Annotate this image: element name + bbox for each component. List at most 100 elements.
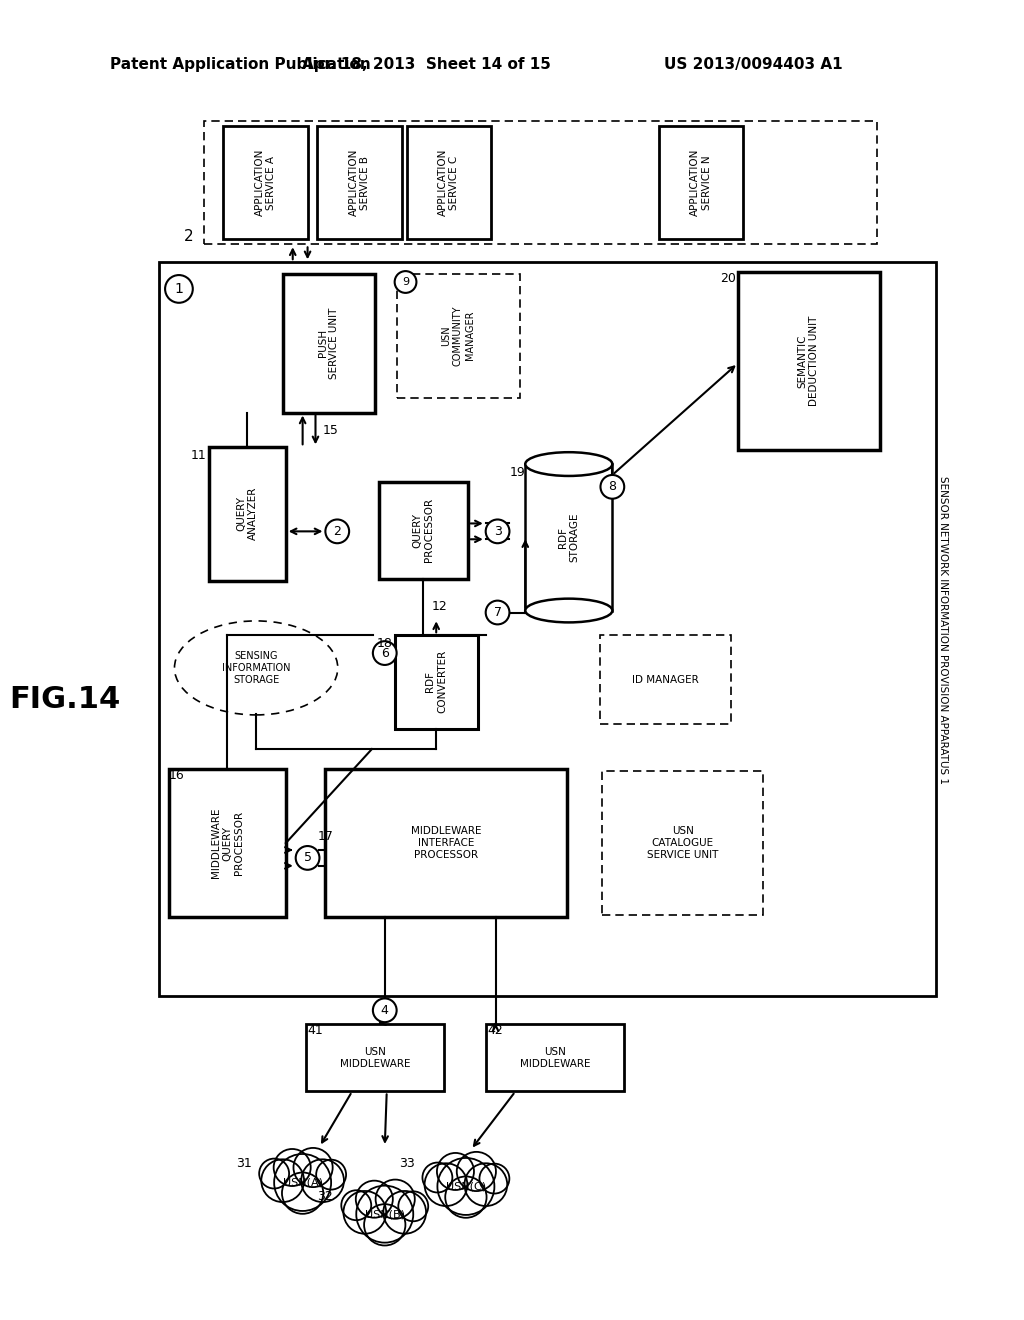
Text: QUERY
PROCESSOR: QUERY PROCESSOR <box>413 499 434 562</box>
Text: 2: 2 <box>184 228 194 244</box>
Text: USN(A): USN(A) <box>283 1177 323 1188</box>
Circle shape <box>423 1163 453 1192</box>
Text: USN(B): USN(B) <box>365 1209 404 1220</box>
Circle shape <box>465 1163 507 1206</box>
Circle shape <box>259 1159 289 1188</box>
Text: RDF
STORAGE: RDF STORAGE <box>558 512 580 562</box>
Text: PUSH
SERVICE UNIT: PUSH SERVICE UNIT <box>317 308 339 379</box>
Text: Patent Application Publication: Patent Application Publication <box>110 57 371 71</box>
Bar <box>305 1024 444 1092</box>
Bar <box>407 125 490 239</box>
Circle shape <box>425 1163 467 1206</box>
Bar <box>317 125 401 239</box>
Bar <box>602 771 763 915</box>
Text: USN(C): USN(C) <box>445 1181 486 1192</box>
Text: 33: 33 <box>398 1156 415 1170</box>
Circle shape <box>437 1152 474 1191</box>
Bar <box>223 125 307 239</box>
Bar <box>738 272 880 450</box>
Ellipse shape <box>174 620 338 715</box>
Bar <box>379 482 468 579</box>
Text: USN
MIDDLEWARE: USN MIDDLEWARE <box>520 1047 590 1069</box>
Circle shape <box>485 520 510 544</box>
Text: 20: 20 <box>720 272 736 285</box>
Text: 1: 1 <box>174 282 183 296</box>
Circle shape <box>326 520 349 544</box>
Bar <box>169 768 286 917</box>
Text: SENSOR NETWORK INFORMATION PROVISION APPARATUS 1: SENSOR NETWORK INFORMATION PROVISION APP… <box>938 477 948 784</box>
Circle shape <box>398 1192 428 1221</box>
Text: 17: 17 <box>317 830 334 842</box>
Text: 42: 42 <box>487 1024 504 1038</box>
Text: MIDDLEWARE
INTERFACE
PROCESSOR: MIDDLEWARE INTERFACE PROCESSOR <box>411 826 481 859</box>
Text: 9: 9 <box>402 277 410 286</box>
Text: ID MANAGER: ID MANAGER <box>633 675 699 685</box>
Circle shape <box>355 1180 393 1218</box>
Bar <box>396 275 520 397</box>
Circle shape <box>274 1154 331 1210</box>
Circle shape <box>341 1191 372 1220</box>
Text: US 2013/0094403 A1: US 2013/0094403 A1 <box>664 57 843 71</box>
Circle shape <box>600 475 625 499</box>
Circle shape <box>373 642 396 665</box>
Text: SEMANTIC
DEDUCTION UNIT: SEMANTIC DEDUCTION UNIT <box>798 315 819 407</box>
Circle shape <box>165 275 193 302</box>
Text: Apr. 18, 2013  Sheet 14 of 15: Apr. 18, 2013 Sheet 14 of 15 <box>302 57 551 71</box>
Ellipse shape <box>525 453 612 477</box>
Text: APPLICATION
SERVICE B: APPLICATION SERVICE B <box>349 149 371 216</box>
Text: APPLICATION
SERVICE C: APPLICATION SERVICE C <box>438 149 460 216</box>
Text: 4: 4 <box>381 1003 389 1016</box>
Bar <box>159 263 936 997</box>
Bar <box>204 120 877 244</box>
Text: 12: 12 <box>431 601 447 612</box>
Circle shape <box>296 846 319 870</box>
Text: SENSING
INFORMATION
STORAGE: SENSING INFORMATION STORAGE <box>222 651 291 685</box>
Text: 16: 16 <box>169 768 184 781</box>
Text: 5: 5 <box>303 851 311 865</box>
Bar <box>326 768 567 917</box>
Text: 8: 8 <box>608 480 616 494</box>
Text: USN
CATALOGUE
SERVICE UNIT: USN CATALOGUE SERVICE UNIT <box>647 826 718 859</box>
Text: 18: 18 <box>377 638 392 651</box>
Bar <box>283 275 375 413</box>
Circle shape <box>376 1180 415 1218</box>
Text: USN
COMMUNITY
MANAGER: USN COMMUNITY MANAGER <box>441 305 474 366</box>
Circle shape <box>479 1164 509 1193</box>
Circle shape <box>457 1152 496 1191</box>
Text: FIG.14: FIG.14 <box>9 685 121 714</box>
Text: 6: 6 <box>381 647 389 660</box>
Text: APPLICATION
SERVICE N: APPLICATION SERVICE N <box>690 149 712 216</box>
Text: 19: 19 <box>510 466 525 479</box>
Circle shape <box>343 1191 386 1234</box>
Bar <box>525 465 612 611</box>
Circle shape <box>373 998 396 1022</box>
Circle shape <box>437 1158 495 1214</box>
Text: 3: 3 <box>494 525 502 537</box>
Text: QUERY
ANALYZER: QUERY ANALYZER <box>237 487 258 540</box>
Bar <box>209 447 286 581</box>
Circle shape <box>383 1191 426 1234</box>
Text: 11: 11 <box>190 449 207 462</box>
Text: 7: 7 <box>494 606 502 619</box>
Circle shape <box>301 1159 344 1203</box>
Circle shape <box>485 601 510 624</box>
Circle shape <box>316 1160 346 1189</box>
Bar <box>394 635 478 729</box>
Circle shape <box>294 1148 333 1187</box>
Text: 32: 32 <box>317 1191 333 1204</box>
Circle shape <box>282 1172 324 1214</box>
Circle shape <box>445 1176 486 1218</box>
Text: 31: 31 <box>237 1156 252 1170</box>
Text: 15: 15 <box>323 424 338 437</box>
Circle shape <box>365 1204 406 1246</box>
Bar <box>485 1024 625 1092</box>
Circle shape <box>261 1159 304 1203</box>
Circle shape <box>394 271 417 293</box>
Text: 41: 41 <box>307 1024 324 1038</box>
Text: APPLICATION
SERVICE A: APPLICATION SERVICE A <box>255 149 276 216</box>
Text: RDF
CONVERTER: RDF CONVERTER <box>425 651 447 713</box>
Bar <box>658 125 743 239</box>
Ellipse shape <box>525 599 612 623</box>
Bar <box>600 635 731 725</box>
Text: MIDDLEWARE
QUERY
PROCESSOR: MIDDLEWARE QUERY PROCESSOR <box>211 808 244 878</box>
